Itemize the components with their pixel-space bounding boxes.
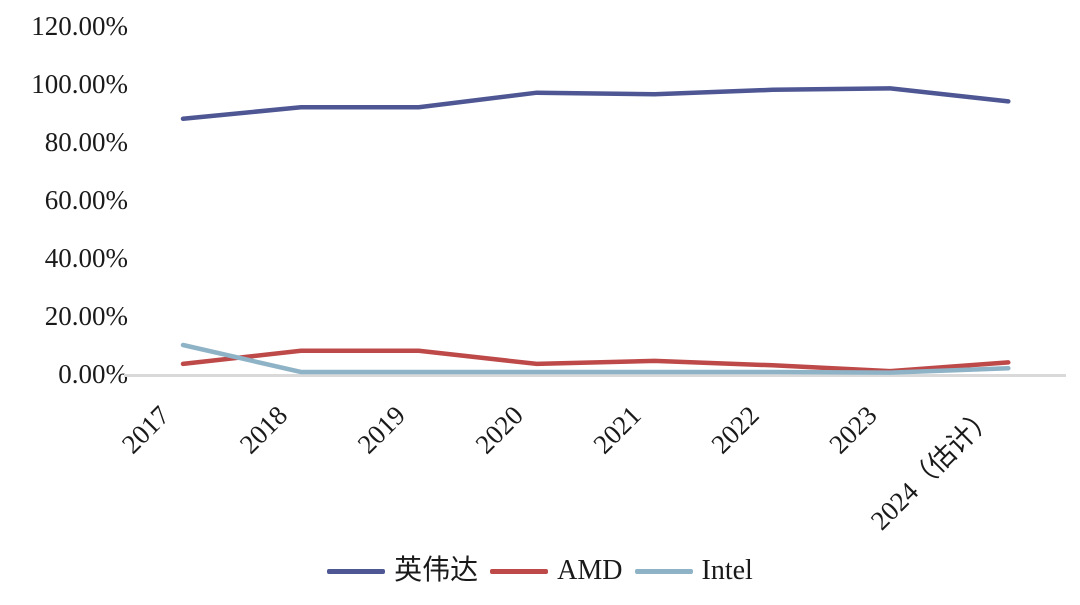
y-axis-tick-label: 0.00% (58, 359, 128, 389)
legend-item-intel: Intel (634, 555, 753, 587)
x-axis-tick-label: 2020 (470, 400, 529, 459)
series-line-intel (180, 342, 1011, 375)
y-axis-tick-label: 40.00% (45, 243, 128, 273)
x-axis-tick-label: 2023 (823, 400, 882, 459)
y-axis-tick-label: 120.00% (31, 11, 128, 41)
chart-legend: 英伟达 AMD Intel (0, 555, 1080, 587)
series-line-amd (180, 348, 1011, 374)
legend-label-amd: AMD (557, 555, 623, 586)
series-line-nvidia (180, 86, 1011, 122)
legend-item-amd: AMD (490, 555, 623, 587)
x-axis-tick-label: 2019 (352, 400, 411, 459)
y-axis-tick-label: 60.00% (45, 185, 128, 215)
x-axis-tick-label: 2021 (587, 400, 646, 459)
legend-label-intel: Intel (701, 555, 753, 586)
legend-line-swatch-intel (634, 568, 693, 574)
y-axis-tick-label: 20.00% (45, 301, 128, 331)
x-axis-tick-label: 2018 (234, 400, 293, 459)
x-axis-tick-label: 2024（估计） (865, 400, 1001, 536)
x-axis-tick-label: 2022 (705, 400, 764, 459)
legend-line-swatch-nvidia (327, 568, 386, 574)
y-axis-tick-label: 80.00% (45, 127, 128, 157)
x-axis-tick-label: 2017 (116, 400, 175, 459)
legend-line-swatch-amd (490, 568, 549, 574)
legend-item-nvidia: 英伟达 (327, 555, 479, 587)
y-axis-tick-label: 100.00% (31, 69, 128, 99)
legend-label-nvidia: 英伟达 (394, 555, 479, 586)
